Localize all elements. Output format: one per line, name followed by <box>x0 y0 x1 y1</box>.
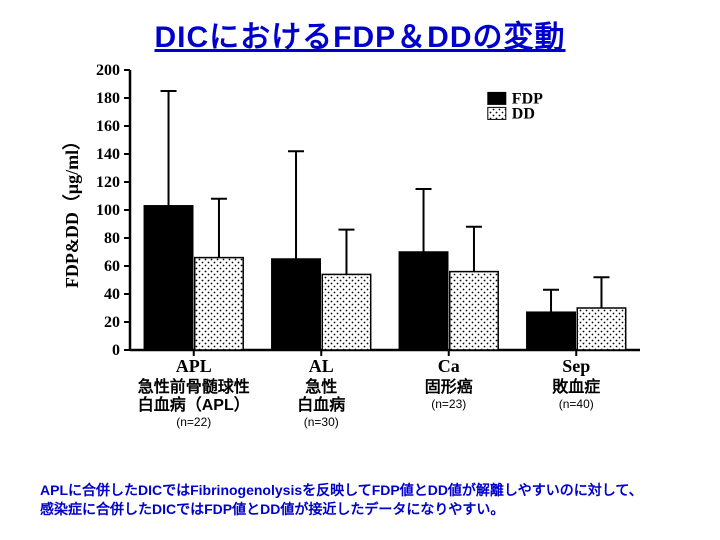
svg-text:Sep: Sep <box>562 356 590 376</box>
svg-text:APL: APL <box>176 356 212 376</box>
svg-text:敗血症: 敗血症 <box>552 377 600 396</box>
svg-text:120: 120 <box>96 174 120 191</box>
svg-text:(n=40): (n=40) <box>559 397 594 411</box>
svg-text:200: 200 <box>96 62 120 79</box>
footnote-line1: APLに合併したDICではFibrinogenolysisを反映してFDP値とD… <box>40 482 643 498</box>
svg-text:140: 140 <box>96 146 120 163</box>
svg-text:(n=30): (n=30) <box>304 415 339 429</box>
svg-text:40: 40 <box>104 286 120 303</box>
svg-text:DD: DD <box>512 105 535 122</box>
svg-text:0: 0 <box>112 342 120 359</box>
svg-text:60: 60 <box>104 258 120 275</box>
svg-text:(n=23): (n=23) <box>431 397 466 411</box>
svg-text:180: 180 <box>96 90 120 107</box>
svg-text:AL: AL <box>309 356 334 376</box>
svg-text:(n=22): (n=22) <box>176 415 211 429</box>
svg-text:160: 160 <box>96 118 120 135</box>
fdp-dd-chart: 0 20 40 60 80 100 120 140 160 180 200 FDP&DD（μg/ml）… <box>60 60 660 440</box>
svg-text:20: 20 <box>104 314 120 331</box>
svg-text:固形癌: 固形癌 <box>425 377 473 396</box>
footnote: APLに合併したDICではFibrinogenolysisを反映してFDP値とD… <box>40 481 680 520</box>
svg-text:100: 100 <box>96 202 120 219</box>
svg-text:急性前骨髄球性: 急性前骨髄球性 <box>138 377 250 396</box>
svg-text:白血病: 白血病 <box>297 395 345 414</box>
svg-text:白血病（APL）: 白血病（APL） <box>138 395 250 414</box>
svg-text:Ca: Ca <box>438 356 460 376</box>
chart-svg: 0 20 40 60 80 100 120 140 160 180 200 FDP&DD（μg/ml）… <box>60 60 660 440</box>
page-title: DICにおけるFDP＆DDの変動 <box>0 0 720 56</box>
svg-text:急性: 急性 <box>305 377 337 396</box>
svg-text:80: 80 <box>104 230 120 247</box>
svg-text:FDP&DD（μg/ml）: FDP&DD（μg/ml） <box>62 132 82 288</box>
footnote-line2: 感染症に合併したDICではFDP値とDD値が接近したデータになりやすい。 <box>40 501 504 517</box>
